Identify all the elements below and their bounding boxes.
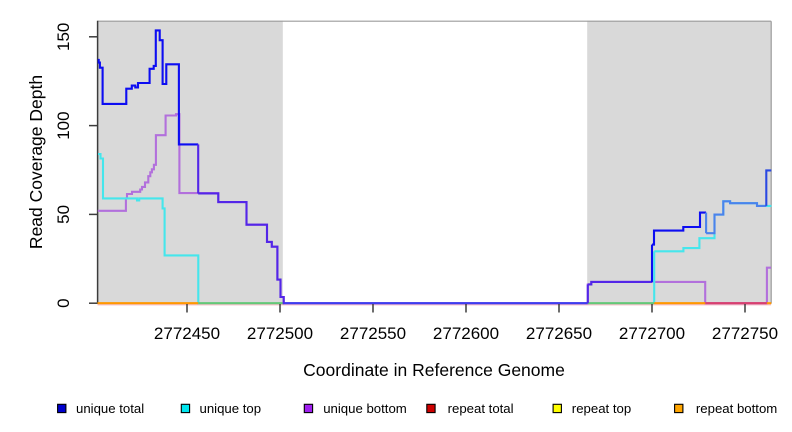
svg-text:2772600: 2772600 [433,324,499,343]
svg-text:2772500: 2772500 [247,324,313,343]
svg-text:Read Coverage Depth: Read Coverage Depth [26,75,46,249]
svg-text:2772650: 2772650 [526,324,592,343]
svg-text:2772700: 2772700 [619,324,685,343]
svg-text:100: 100 [54,111,73,139]
svg-text:50: 50 [54,205,73,224]
svg-text:2772750: 2772750 [712,324,778,343]
svg-text:2772550: 2772550 [340,324,406,343]
svg-text:repeat bottom: repeat bottom [696,401,777,416]
svg-text:150: 150 [54,23,73,51]
svg-text:unique top: unique top [200,401,262,416]
svg-text:unique total: unique total [76,401,144,416]
svg-text:repeat total: repeat total [448,401,514,416]
svg-text:Coordinate in Reference Genome: Coordinate in Reference Genome [303,360,565,380]
svg-text:repeat top: repeat top [572,401,631,416]
svg-text:2772450: 2772450 [154,324,220,343]
svg-text:unique bottom: unique bottom [323,401,407,416]
svg-text:0: 0 [54,298,73,307]
